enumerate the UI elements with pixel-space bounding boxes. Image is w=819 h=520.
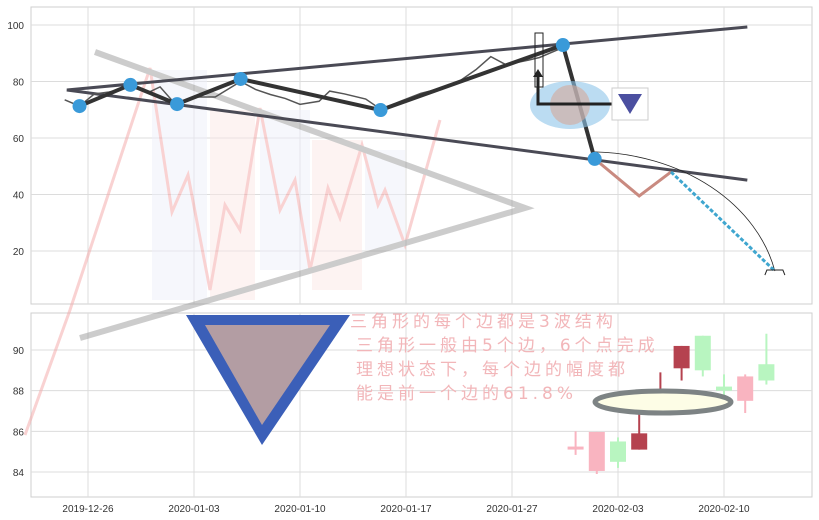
top-panel (30, 6, 813, 305)
pivot-point (170, 97, 185, 112)
annotation-line: 理想状态下，每个边的幅度都 (356, 360, 629, 380)
faded-zigzag-line (23, 67, 442, 436)
bottom-chart (567, 333, 775, 475)
trend-line (66, 25, 748, 92)
arrow-head-icon (533, 69, 543, 77)
candle-body (737, 376, 754, 401)
candle-body (610, 441, 626, 462)
annotation-line: 三角形的每个边都是3波结构 (350, 312, 617, 332)
pivot-point (123, 77, 138, 92)
annotation-text: 三角形的每个边都是3波结构三角形一般由5个边，6个点完成理想状态下，每个边的幅度… (350, 312, 659, 404)
faded-triangle (79, 49, 535, 341)
candle-body (758, 364, 775, 381)
y-tick-label: 80 (13, 78, 25, 89)
y-tick-label: 40 (13, 191, 25, 202)
pivot-point (373, 103, 388, 118)
thumbnail-triangle-icon (618, 94, 642, 114)
candle-body (673, 345, 690, 369)
pivot-point (233, 71, 248, 86)
target-bracket-icon (764, 269, 786, 276)
x-tick-label: 2020-02-10 (698, 504, 750, 515)
x-tick-label: 2020-01-17 (380, 504, 432, 515)
projection-zigzag (593, 157, 672, 198)
annotation-line: 三角形一般由5个边，6个点完成 (356, 336, 659, 356)
annotation-line: 能是前一个边的61.8% (356, 384, 577, 404)
y-tick-label: 20 (13, 247, 25, 258)
projection-arc (594, 151, 776, 272)
y-tick-label: 84 (13, 468, 25, 479)
x-tick-label: 2019-12-26 (62, 504, 114, 515)
candle-body (631, 433, 648, 450)
highlight-ellipse-bottom (592, 388, 734, 416)
x-axis: 2019-12-26 2020-01-03 2020-01-10 2020-01-17… (62, 504, 750, 515)
faded-rect (260, 110, 310, 270)
faded-rect (210, 110, 255, 300)
y-tick-label: 90 (13, 346, 25, 357)
x-tick-label: 2020-01-10 (274, 504, 326, 515)
candle-body (694, 335, 711, 371)
candle-body (588, 431, 605, 471)
faded-rect (365, 150, 405, 250)
cartoon-faces (205, 325, 330, 425)
y-tick-label: 100 (7, 21, 24, 32)
x-tick-label: 2020-01-03 (168, 504, 220, 515)
x-tick-label: 2020-02-03 (592, 504, 644, 515)
arrow-connector (536, 75, 612, 106)
x-tick-label: 2020-01-27 (486, 504, 538, 515)
pivot-point (72, 99, 87, 114)
pivot-point (555, 38, 570, 53)
pivot-point (587, 151, 602, 166)
y-tick-label: 86 (13, 427, 25, 438)
candle-body (567, 446, 584, 450)
y-tick-label: 88 (13, 387, 25, 398)
top-chart (64, 25, 786, 276)
candle-body (716, 386, 732, 391)
y-tick-label: 60 (13, 134, 25, 145)
